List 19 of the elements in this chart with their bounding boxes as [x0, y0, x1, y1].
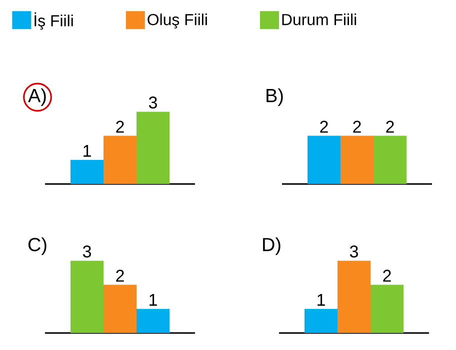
data-label: 2	[320, 120, 328, 133]
chart-title: C)	[28, 237, 46, 255]
data-label: 1	[318, 294, 325, 306]
data-label: 1	[150, 294, 157, 306]
chart-title: A)	[28, 88, 46, 106]
legend-label: İş Fiili	[34, 12, 73, 30]
data-label: 2	[116, 120, 124, 133]
data-label: 2	[386, 120, 394, 133]
chart-title: B)	[266, 88, 283, 106]
data-label: 2	[383, 270, 391, 282]
data-label: 3	[148, 96, 157, 108]
data-label: 2	[116, 270, 124, 282]
data-label: 1	[84, 145, 91, 157]
legend-label: Oluş Fiili	[148, 14, 207, 28]
data-label: 3	[82, 246, 91, 258]
data-label: 2	[353, 120, 361, 133]
legend-label: Durum Fiili	[282, 14, 356, 26]
chart-title: D)	[263, 237, 280, 255]
data-label: 3	[350, 246, 358, 258]
